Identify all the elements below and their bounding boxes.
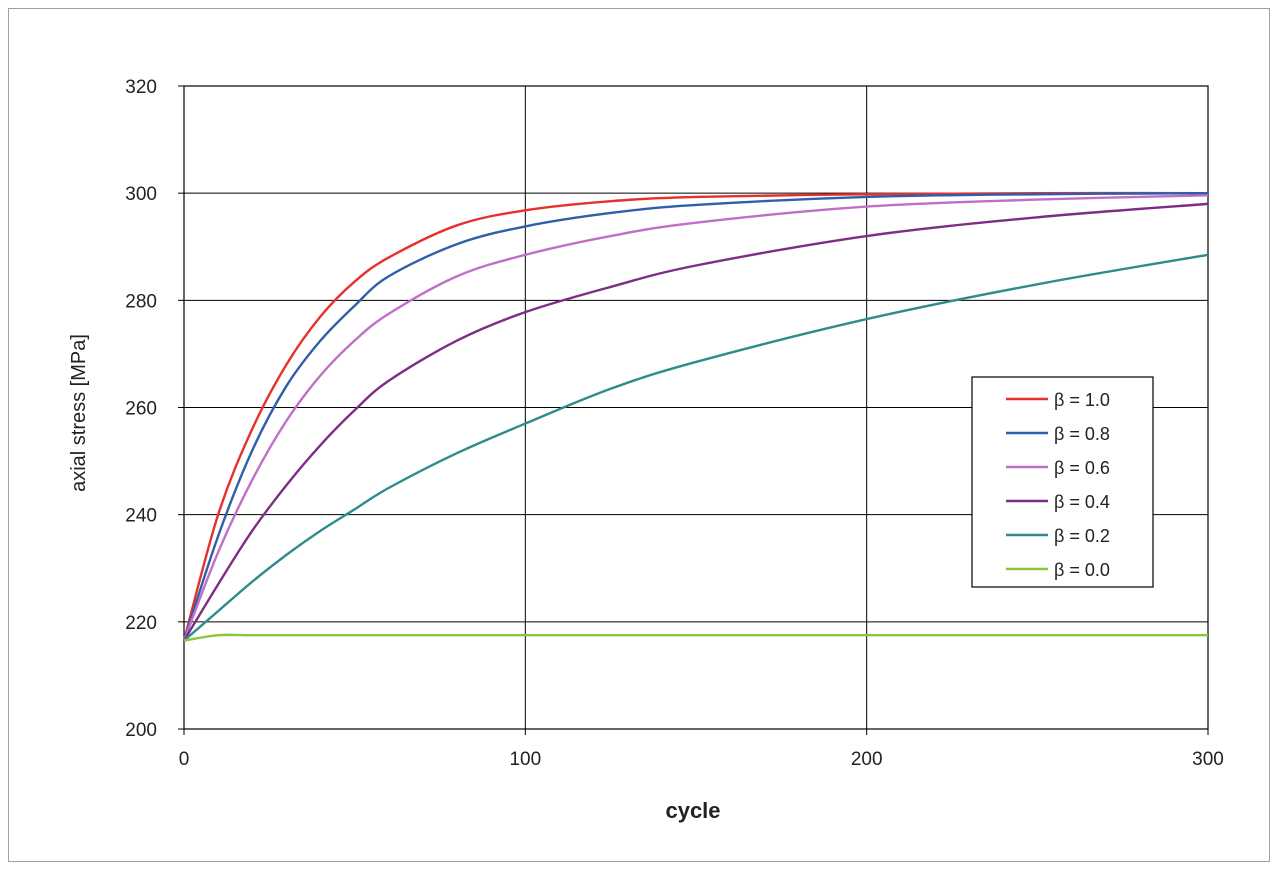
legend-box (971, 376, 1154, 588)
legend-label: β = 0.6 (1054, 458, 1110, 478)
x-tick-label: 100 (509, 749, 541, 770)
legend-label: β = 0.8 (1054, 424, 1110, 444)
series-line-1 (182, 191, 1209, 641)
series-line-0 (182, 191, 1209, 641)
y-axis-ticks: 200 220 240 260 280 300 320 (125, 77, 184, 741)
series-lines (182, 191, 1209, 642)
legend-label: β = 0.4 (1054, 492, 1110, 512)
y-tick-label: 240 (125, 506, 157, 527)
series-line-2 (182, 194, 1209, 642)
y-tick-label: 220 (125, 613, 157, 634)
y-tick-label: 320 (125, 77, 157, 98)
legend-label: β = 1.0 (1054, 390, 1110, 410)
legend-label: β = 0.0 (1054, 560, 1110, 580)
x-tick-label: 200 (851, 749, 883, 770)
legend-label: β = 0.2 (1054, 526, 1110, 546)
y-tick-label: 300 (125, 184, 157, 205)
series-line-4 (183, 253, 1209, 642)
series-line-3 (182, 202, 1209, 642)
legend: β = 1.0 β = 0.8 β = 0.6 β = 0.4 β = 0.2 β = 0… (971, 376, 1154, 588)
x-tick-label: 0 (179, 749, 190, 770)
x-axis-ticks: 0 100 200 300 (179, 729, 1224, 770)
series-line-5 (183, 633, 1208, 642)
y-tick-label: 280 (125, 291, 157, 312)
y-axis-title: axial stress [MPa] (68, 334, 90, 492)
x-tick-label: 300 (1192, 749, 1224, 770)
x-axis-title: cycle (665, 798, 720, 823)
y-tick-label: 200 (125, 720, 157, 741)
y-tick-label: 260 (125, 399, 157, 420)
